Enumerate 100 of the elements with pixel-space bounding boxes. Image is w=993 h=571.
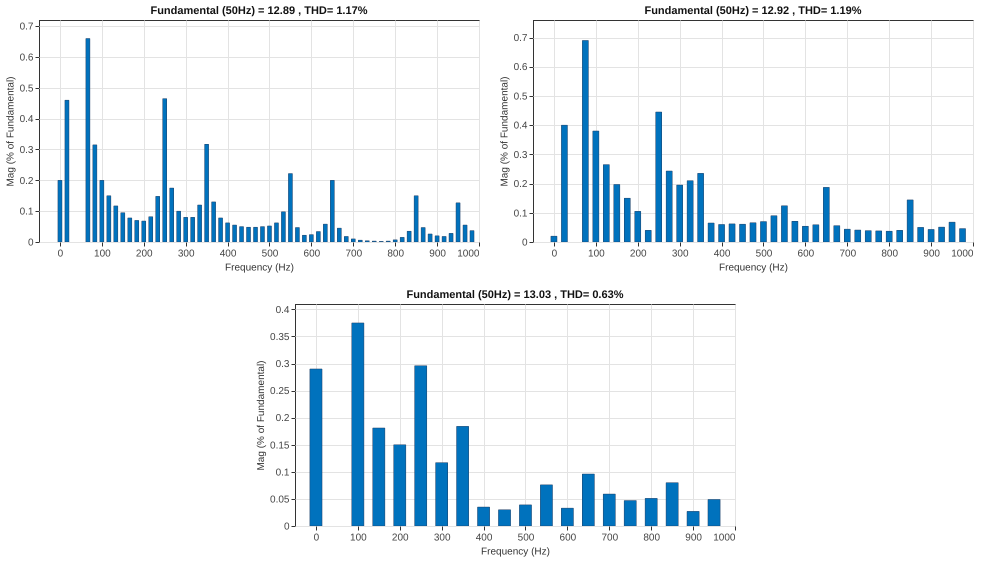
bar (728, 224, 736, 242)
bar (470, 230, 474, 242)
bar (928, 229, 934, 242)
bar (176, 210, 181, 242)
x-tick-label: 1000 (713, 532, 736, 544)
chart-title: Fundamental (50Hz) = 13.03 , THD= 0.63% (406, 289, 624, 301)
x-tick-label: 1000 (951, 248, 974, 260)
x-tick-label: 400 (220, 248, 237, 260)
bar (267, 226, 272, 242)
x-tick-label: 100 (94, 248, 112, 260)
bar (141, 220, 146, 242)
x-tick-label: 500 (262, 248, 279, 260)
y-tick-label: 0.2 (514, 179, 528, 190)
bar (561, 124, 568, 242)
bar (697, 173, 704, 242)
bar (917, 227, 924, 242)
x-tick-label: 700 (601, 532, 619, 544)
bar (302, 234, 307, 242)
bar (344, 236, 349, 242)
bar (886, 230, 892, 242)
y-tick-label: 0.15 (270, 440, 290, 452)
bar (106, 196, 112, 242)
bar (330, 180, 335, 242)
x-tick-label: 400 (714, 248, 731, 260)
bar (64, 100, 70, 242)
y-tick-label: 0.3 (276, 359, 290, 370)
bar (624, 500, 637, 526)
y-tick-label: 0.2 (20, 176, 34, 187)
x-axis-title: Frequency (Hz) (719, 262, 788, 274)
x-tick-label: 500 (518, 532, 535, 544)
x-tick-label: 900 (685, 532, 702, 544)
bar (666, 482, 678, 526)
bar (372, 428, 386, 526)
x-tick-label: 600 (798, 248, 815, 260)
bar (162, 98, 167, 242)
bar (582, 474, 595, 526)
bar (624, 198, 631, 242)
bar (456, 202, 460, 242)
bar (812, 224, 820, 242)
bar (197, 204, 202, 242)
bar (760, 221, 767, 242)
y-axis-title: Mag (% of Fundamental) (500, 76, 511, 187)
bar (86, 38, 90, 242)
bar (232, 224, 237, 242)
bar (204, 144, 209, 242)
bar (739, 224, 746, 242)
bar (155, 196, 160, 242)
x-tick-label: 600 (560, 532, 577, 544)
x-tick-label: 800 (643, 532, 660, 544)
bar (875, 230, 882, 242)
bar (414, 196, 418, 242)
bar (239, 226, 244, 242)
bar (281, 212, 286, 242)
bar (134, 220, 140, 242)
x-tick-label: 200 (136, 248, 154, 260)
bar (676, 184, 683, 242)
y-axis-title: Mag (% of Fundamental) (256, 360, 268, 471)
bar (393, 444, 406, 526)
y-axis-title: Mag (% of Fundamental) (6, 76, 17, 187)
bar (938, 226, 945, 242)
bar (614, 184, 620, 242)
bar (190, 217, 195, 242)
chart-title: Fundamental (50Hz) = 12.92 , THD= 1.19% (644, 5, 862, 17)
bar (718, 224, 725, 242)
y-tick-label: 0.1 (20, 206, 34, 218)
bar (792, 221, 798, 242)
y-tick-label: 0.4 (514, 120, 528, 132)
bar (770, 215, 778, 242)
y-tick-label: 0.5 (514, 91, 528, 102)
bar (802, 226, 809, 242)
bar (844, 228, 851, 242)
y-tick-label: 0.5 (20, 83, 34, 94)
bar (948, 222, 956, 242)
bar (462, 224, 468, 242)
y-tick-label: 0.7 (20, 22, 34, 33)
x-tick-label: 700 (345, 248, 363, 260)
bar (603, 164, 610, 242)
bar (169, 188, 174, 242)
x-tick-label: 500 (756, 248, 773, 260)
y-tick-label: 0.6 (20, 52, 34, 64)
x-tick-label: 300 (434, 532, 451, 544)
y-tick-label: 0.3 (20, 145, 34, 156)
x-tick-label: 200 (630, 248, 648, 260)
y-tick-label: 0.25 (270, 386, 290, 398)
bar (896, 230, 903, 242)
x-axis-title: Frequency (Hz) (225, 262, 294, 274)
y-tick-label: 0.05 (270, 494, 290, 506)
bar (211, 202, 216, 242)
bar (260, 226, 265, 242)
bar (456, 426, 469, 526)
y-tick-label: 0 (522, 238, 528, 248)
x-tick-label: 100 (350, 532, 368, 544)
bar (434, 236, 440, 242)
y-tick-label: 0.6 (514, 62, 528, 74)
bar (400, 237, 404, 242)
bar (100, 180, 104, 242)
x-tick-label: 900 (429, 248, 446, 260)
bar (337, 228, 342, 242)
bar (561, 508, 574, 526)
x-tick-label: 600 (304, 248, 321, 260)
